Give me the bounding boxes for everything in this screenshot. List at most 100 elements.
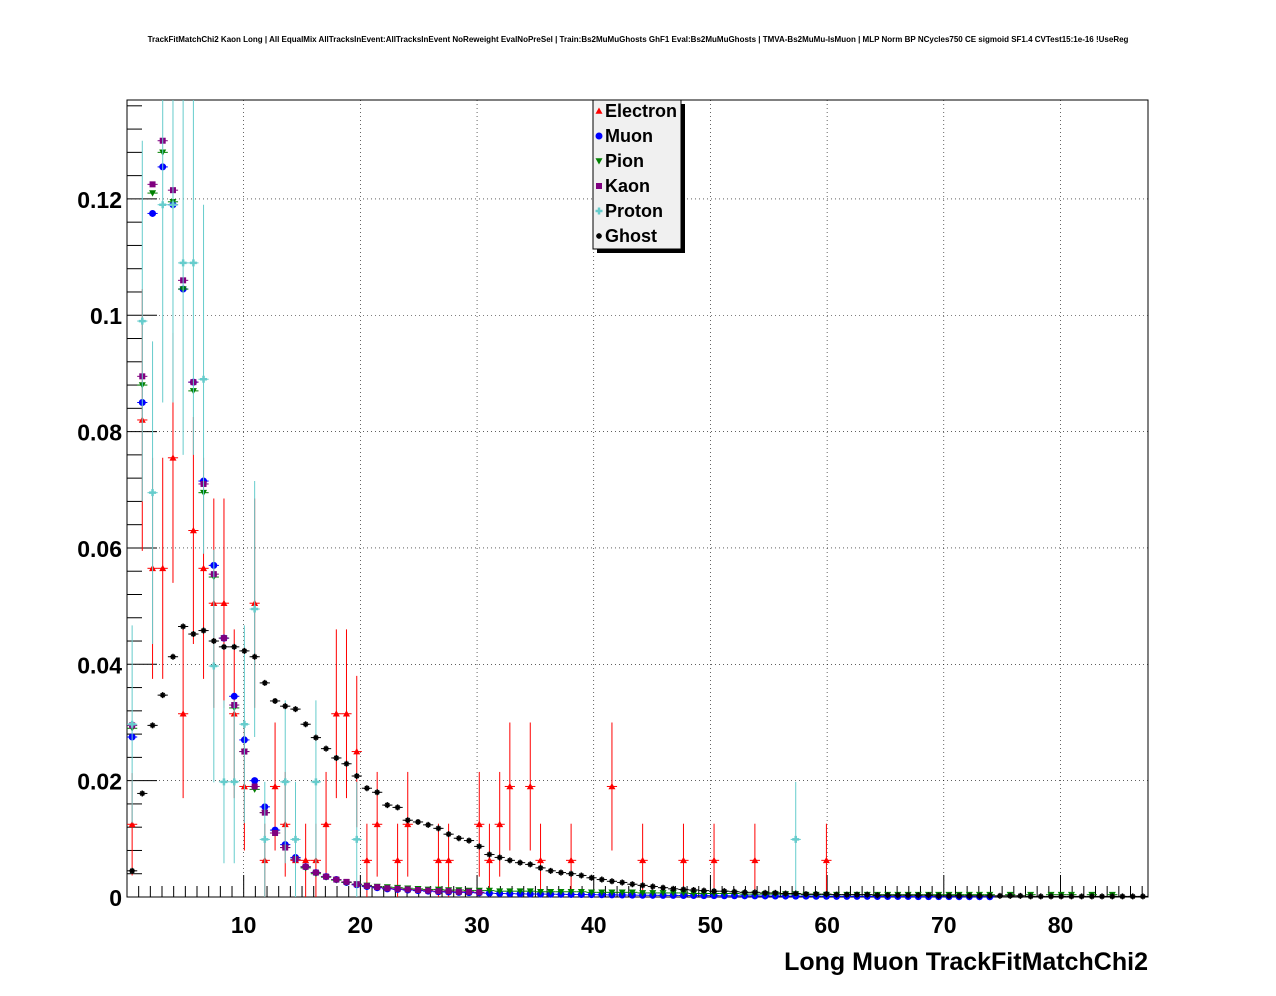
data-point: [198, 627, 209, 634]
data-point: [331, 629, 342, 799]
legend-label: Electron: [605, 101, 677, 121]
data-point: [708, 888, 720, 895]
data-point: [1096, 893, 1108, 900]
legend-label: Ghost: [605, 226, 657, 246]
legend-item-electron[interactable]: Electron: [595, 101, 678, 121]
data-point: [249, 777, 260, 785]
data-point: [586, 874, 597, 881]
data-point: [1117, 893, 1128, 900]
axis-ticks: 10 20 30 40 50 60 70 80 0 0.02 0.04 0.06 0.08 0.1 0.12: [77, 105, 1143, 938]
data-point: [137, 790, 148, 797]
x-tick-label: 20: [348, 912, 374, 938]
chart-title: TrackFitMatchChi2 Kaon Long | All EqualM…: [148, 35, 1129, 44]
data-point: [535, 864, 546, 871]
data-point: [1127, 893, 1138, 900]
data-point: [167, 100, 179, 403]
legend-box: [592, 99, 682, 250]
data-point: [443, 831, 454, 838]
data-point: [127, 867, 138, 874]
data-point: [606, 878, 618, 885]
data-point: [494, 771, 505, 877]
legend[interactable]: Electron Muon Pion Kaon Proton Ghost: [592, 99, 685, 253]
data-point: [821, 823, 832, 897]
data-point: [902, 892, 914, 899]
data-point: [412, 887, 424, 894]
data-point: [668, 885, 679, 892]
data-point: [821, 891, 832, 898]
legend-item-proton[interactable]: Proton: [595, 201, 664, 221]
data-point: [637, 882, 648, 889]
data-point: [382, 802, 393, 809]
data-point: [433, 888, 444, 895]
x-tick-label: 60: [814, 912, 840, 938]
legend-item-kaon[interactable]: Kaon: [596, 176, 650, 196]
data-point: [953, 892, 965, 899]
data-point: [474, 771, 485, 877]
data-point: [310, 734, 322, 741]
data-point: [974, 892, 985, 899]
data-point: [147, 722, 158, 729]
data-point: [606, 722, 618, 851]
x-tick-label: 70: [931, 912, 957, 938]
data-point: [341, 629, 352, 799]
legend-item-muon[interactable]: Muon: [595, 126, 653, 146]
data-point: [178, 623, 189, 630]
data-point: [320, 745, 332, 752]
data-point: [964, 892, 975, 899]
data-point: [790, 890, 801, 897]
data-point: [1035, 893, 1046, 900]
x-axis-title: Long Muon TrackFitMatchChi2: [784, 948, 1148, 976]
data-point: [320, 771, 332, 877]
data-point: [760, 889, 771, 896]
legend-label: Kaon: [605, 176, 650, 196]
data-point: [637, 890, 648, 897]
data-point: [504, 857, 515, 864]
data-point: [984, 892, 995, 899]
y-tick-label: 0.04: [77, 652, 122, 678]
data-point: [545, 867, 556, 874]
data-point: [494, 854, 505, 861]
data-point: [525, 722, 536, 851]
data-point: [657, 890, 669, 897]
data-point: [892, 892, 903, 899]
data-point: [453, 835, 464, 842]
data-point: [351, 772, 362, 779]
data-point: [851, 891, 863, 898]
series-electron: [127, 289, 832, 897]
data-point: [320, 873, 332, 880]
data-point: [545, 888, 556, 896]
data-point: [606, 889, 618, 896]
legend-item-pion[interactable]: Pion: [595, 151, 645, 171]
data-point: [239, 625, 250, 824]
data-point: [576, 872, 587, 879]
data-point: [923, 892, 934, 899]
data-point: [137, 140, 148, 502]
data-point: [147, 341, 158, 644]
data-point: [382, 885, 393, 892]
data-point: [402, 817, 413, 824]
data-point: [300, 863, 311, 870]
data-point: [1015, 892, 1026, 899]
legend-item-ghost[interactable]: Ghost: [596, 226, 657, 246]
data-point: [463, 888, 475, 895]
y-tick-label: 0.12: [77, 187, 122, 213]
data-point: [647, 883, 658, 890]
data-point: [433, 823, 444, 897]
data-point: [269, 697, 281, 704]
data-point: [484, 823, 495, 897]
data-point: [290, 706, 301, 713]
data-point: [229, 700, 240, 864]
data-point: [269, 830, 281, 837]
data-point: [1025, 893, 1036, 900]
data-point: [831, 891, 842, 898]
data-point: [218, 498, 230, 708]
data-point: [341, 760, 352, 767]
data-point: [698, 887, 709, 894]
data-point: [280, 703, 291, 710]
data-point: [402, 886, 413, 893]
data-point: [790, 781, 801, 897]
data-point: [147, 181, 158, 188]
data-point: [300, 823, 311, 897]
data-point: [229, 643, 240, 650]
data-point: [800, 891, 812, 898]
